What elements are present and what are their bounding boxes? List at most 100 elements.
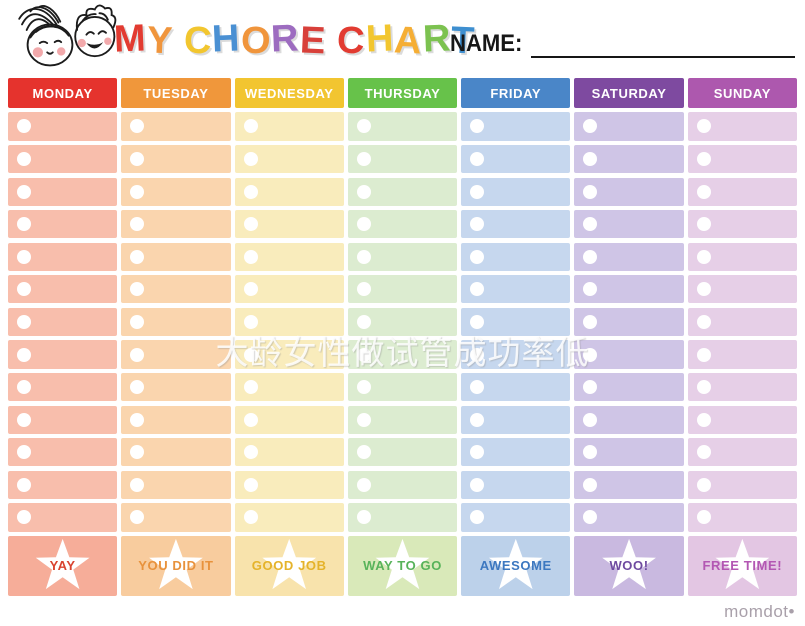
reward-label: GOOD JOB: [251, 558, 327, 574]
chore-cell: [347, 470, 458, 499]
check-circle-icon: [470, 477, 485, 492]
check-circle-icon: [17, 380, 31, 395]
check-circle-icon: [696, 217, 711, 232]
chore-cell: [347, 275, 458, 304]
chore-cell: [347, 307, 458, 337]
chore-cell: [121, 307, 231, 337]
check-circle-icon: [356, 184, 371, 199]
check-circle-icon: [470, 217, 485, 232]
check-circle-icon: [17, 445, 31, 460]
chore-cell: [8, 210, 118, 239]
check-circle-icon: [130, 380, 145, 395]
chore-cell: [234, 405, 344, 434]
check-circle-icon: [243, 282, 258, 297]
chore-cell: [461, 405, 571, 434]
check-circle-icon: [243, 412, 258, 427]
check-circle-icon: [470, 314, 485, 329]
chore-cell: [8, 405, 118, 434]
reward-label: YAY: [49, 558, 76, 574]
name-field: NAME:: [450, 28, 795, 58]
chore-cell: [234, 275, 344, 304]
day-header-saturday: SATURDAY: [574, 78, 684, 108]
check-circle-icon: [356, 217, 371, 232]
chore-cell: [8, 275, 118, 304]
chore-cell: [687, 242, 797, 271]
chore-cell: [574, 438, 684, 467]
chore-cell: [8, 242, 118, 271]
check-circle-icon: [243, 477, 258, 492]
chore-cell: [234, 470, 344, 499]
chore-cell: [687, 177, 797, 206]
day-header-friday: FRIDAY: [461, 78, 571, 108]
check-circle-icon: [583, 477, 598, 492]
chore-cell: [121, 373, 231, 402]
name-label: NAME:: [450, 30, 523, 57]
check-circle-icon: [243, 152, 258, 167]
check-circle-icon: [696, 152, 711, 167]
chore-cell: [687, 373, 797, 402]
chore-cell: [687, 275, 797, 304]
chore-cell: [574, 340, 684, 369]
brand-logo: momdot•: [724, 602, 795, 621]
check-circle-icon: [130, 282, 145, 297]
chore-cell: [347, 503, 458, 532]
chore-cell: [8, 112, 118, 141]
check-circle-icon: [17, 477, 31, 492]
check-circle-icon: [17, 510, 31, 525]
chore-cell: [461, 503, 571, 532]
check-circle-icon: [17, 314, 31, 329]
chore-cell: [8, 144, 118, 174]
check-circle-icon: [470, 119, 485, 134]
check-circle-icon: [470, 184, 485, 199]
chore-cell: [347, 112, 458, 141]
check-circle-icon: [583, 445, 598, 460]
check-circle-icon: [696, 119, 711, 134]
chore-cell: [574, 470, 684, 499]
check-circle-icon: [583, 184, 598, 199]
check-circle-icon: [17, 152, 31, 167]
check-circle-icon: [17, 347, 31, 362]
chore-cell: [687, 210, 797, 239]
day-header-sunday: SUNDAY: [687, 78, 797, 108]
chore-cell: [121, 470, 231, 499]
chore-cell: [8, 307, 118, 337]
title-letter: R: [421, 16, 452, 61]
chore-cell: [461, 307, 571, 337]
check-circle-icon: [356, 380, 371, 395]
chore-cell: [687, 503, 797, 532]
chore-cell: [461, 438, 571, 467]
chore-cell: [234, 340, 344, 369]
chore-cell: [574, 307, 684, 337]
chore-cell: [687, 340, 797, 369]
day-header-thursday: THURSDAY: [347, 78, 458, 108]
check-circle-icon: [130, 314, 145, 329]
check-circle-icon: [17, 184, 31, 199]
chore-cell: [574, 275, 684, 304]
chore-cell: [121, 275, 231, 304]
check-circle-icon: [696, 249, 711, 264]
reward-label: FREE TIME!: [702, 558, 783, 574]
chore-cell: [234, 503, 344, 532]
chore-cell: [234, 112, 344, 141]
chore-cell: [687, 470, 797, 499]
chore-cell: [234, 438, 344, 467]
chore-cell: [121, 242, 231, 271]
check-circle-icon: [583, 249, 598, 264]
check-circle-icon: [17, 412, 31, 427]
day-header-tuesday: TUESDAY: [121, 78, 231, 108]
title-letter: O: [239, 18, 273, 63]
check-circle-icon: [470, 510, 485, 525]
day-header-monday: MONDAY: [8, 78, 118, 108]
check-circle-icon: [696, 314, 711, 329]
chore-cell: [461, 470, 571, 499]
chore-cell: [121, 438, 231, 467]
check-circle-icon: [356, 445, 371, 460]
check-circle-icon: [356, 510, 371, 525]
chore-cell: [347, 438, 458, 467]
check-circle-icon: [470, 152, 485, 167]
chore-cell: [461, 373, 571, 402]
check-circle-icon: [696, 282, 711, 297]
chore-cell: [121, 503, 231, 532]
check-circle-icon: [243, 249, 258, 264]
